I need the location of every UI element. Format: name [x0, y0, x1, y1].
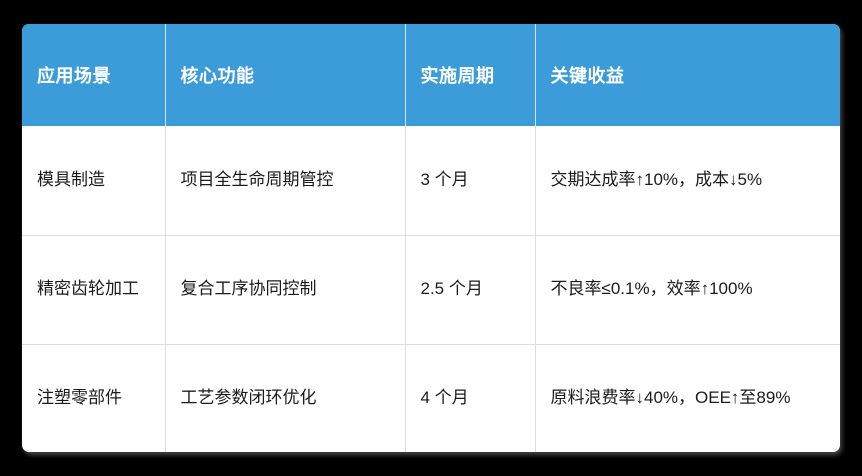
- column-header-benefit[interactable]: 关键收益: [535, 24, 840, 126]
- cell-cycle: 4 个月: [405, 344, 536, 452]
- column-header-scenario[interactable]: 应用场景: [22, 24, 166, 126]
- cell-benefit: 交期达成率↑10%，成本↓5%: [535, 126, 840, 236]
- column-header-function[interactable]: 核心功能: [165, 24, 406, 126]
- table-header-row: 应用场景 核心功能 实施周期 关键收益: [22, 24, 840, 126]
- cell-scenario: 注塑零部件: [22, 344, 166, 452]
- cell-function: 复合工序协同控制: [165, 235, 406, 345]
- cell-cycle: 2.5 个月: [405, 235, 536, 345]
- cell-function: 工艺参数闭环优化: [165, 344, 406, 452]
- column-header-cycle[interactable]: 实施周期: [405, 24, 536, 126]
- table-row: 精密齿轮加工 复合工序协同控制 2.5 个月 不良率≤0.1%，效率↑100%: [22, 235, 840, 345]
- table-header: 应用场景 核心功能 实施周期 关键收益: [22, 24, 840, 126]
- cell-function: 项目全生命周期管控: [165, 126, 406, 236]
- cell-cycle: 3 个月: [405, 126, 536, 236]
- table-body: 模具制造 项目全生命周期管控 3 个月 交期达成率↑10%，成本↓5% 精密齿轮…: [22, 126, 840, 452]
- cell-scenario: 精密齿轮加工: [22, 235, 166, 345]
- benefits-table: 应用场景 核心功能 实施周期 关键收益 模具制造 项目全生命周期管控 3 个月 …: [22, 24, 840, 452]
- cell-scenario: 模具制造: [22, 126, 166, 236]
- benefits-table-card: 应用场景 核心功能 实施周期 关键收益 模具制造 项目全生命周期管控 3 个月 …: [22, 24, 840, 452]
- cell-benefit: 不良率≤0.1%，效率↑100%: [535, 235, 840, 345]
- cell-benefit: 原料浪费率↓40%，OEE↑至89%: [550, 388, 791, 408]
- table-row: 模具制造 项目全生命周期管控 3 个月 交期达成率↑10%，成本↓5%: [22, 126, 840, 236]
- table-row: 注塑零部件 工艺参数闭环优化 4 个月 原料浪费率↓40%，OEE↑至89%: [22, 344, 840, 452]
